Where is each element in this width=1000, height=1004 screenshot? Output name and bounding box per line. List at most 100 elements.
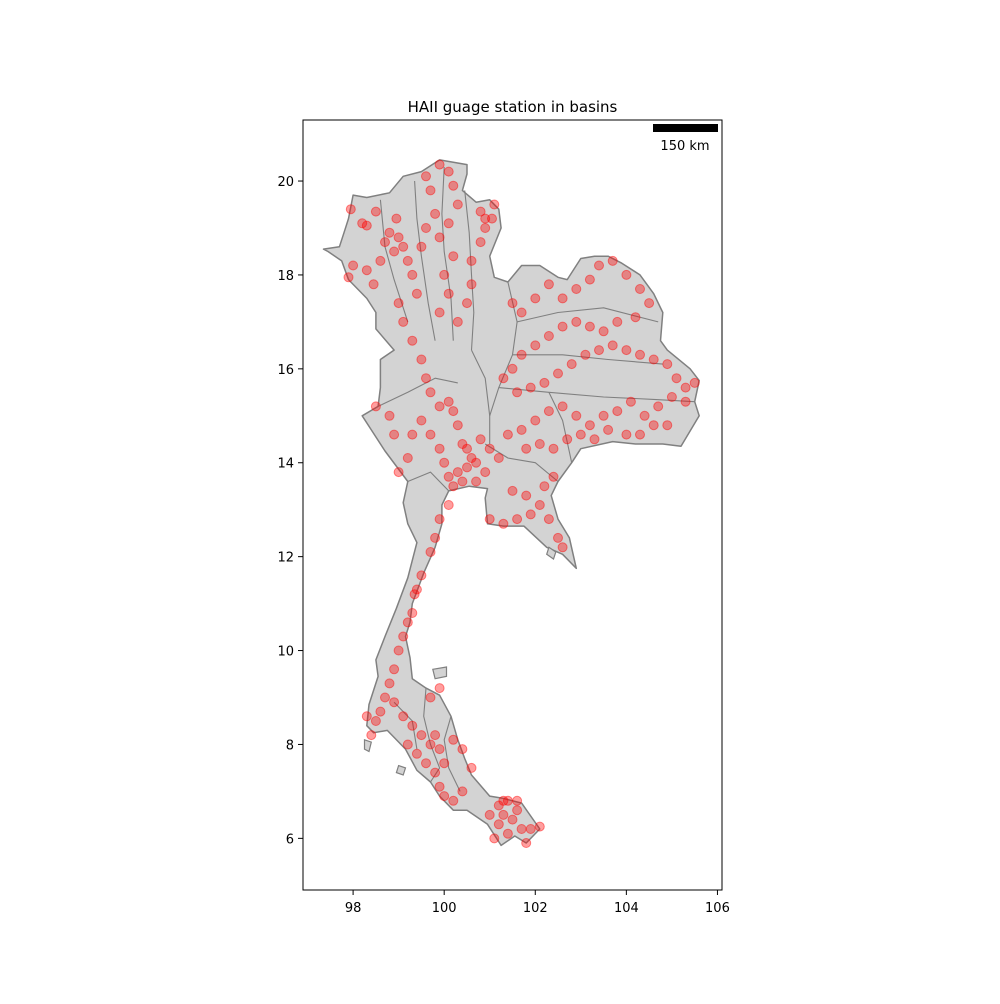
- station-point: [391, 213, 402, 224]
- station-point: [571, 410, 582, 421]
- y-tick-label: 18: [277, 269, 294, 284]
- station-point: [443, 471, 454, 482]
- station-point: [457, 476, 468, 487]
- station-point: [534, 439, 545, 449]
- station-point: [584, 274, 595, 285]
- station-point: [425, 429, 436, 440]
- station-point: [434, 514, 445, 525]
- station-point: [589, 434, 600, 445]
- island-2: [363, 738, 373, 753]
- station-point: [480, 213, 491, 224]
- station-point: [502, 828, 513, 839]
- station-point: [512, 514, 523, 525]
- station-point: [680, 396, 691, 407]
- station-point: [389, 246, 400, 257]
- station-point: [571, 284, 582, 294]
- station-point: [516, 307, 527, 318]
- station-point: [516, 349, 527, 360]
- station-point: [416, 354, 427, 365]
- station-point: [530, 415, 541, 426]
- station-point: [512, 795, 523, 806]
- station-point: [466, 255, 477, 266]
- station-point: [416, 241, 427, 252]
- scale-bar: 150 km: [653, 124, 718, 154]
- station-point: [484, 514, 495, 525]
- station-point: [635, 429, 645, 440]
- island-0: [545, 546, 557, 560]
- station-point: [416, 415, 427, 426]
- station-point: [361, 220, 372, 231]
- station-point: [434, 307, 445, 318]
- station-point: [398, 711, 409, 722]
- station-point: [411, 748, 422, 759]
- y-tick-label: 16: [277, 363, 294, 378]
- station-point: [434, 159, 445, 170]
- station-point: [598, 410, 609, 421]
- scale-bar-line: [653, 124, 718, 132]
- station-point: [498, 795, 509, 806]
- station-point: [434, 401, 445, 412]
- station-point: [421, 373, 431, 384]
- station-point: [443, 218, 454, 229]
- station-point: [407, 720, 418, 731]
- station-point: [393, 645, 404, 656]
- station-point: [393, 298, 404, 309]
- station-point: [452, 199, 463, 210]
- station-point: [621, 269, 632, 280]
- station-point: [516, 424, 527, 435]
- station-point: [594, 345, 604, 356]
- station-point: [525, 824, 536, 834]
- station-point: [457, 786, 468, 797]
- basin-boundary-13: [423, 688, 441, 783]
- station-point: [557, 293, 568, 304]
- station-point: [584, 321, 595, 332]
- station-point: [498, 518, 509, 529]
- island-3: [395, 764, 407, 776]
- map-layer: [322, 159, 700, 847]
- y-tick-label: 8: [286, 738, 294, 753]
- station-point: [507, 363, 518, 374]
- basin-boundary-1: [414, 180, 436, 341]
- station-point: [644, 298, 655, 309]
- station-point: [507, 298, 518, 309]
- station-point: [612, 316, 623, 327]
- station-point: [580, 349, 591, 360]
- station-point: [543, 279, 554, 290]
- station-point: [448, 795, 459, 806]
- y-tick-label: 6: [286, 832, 294, 847]
- station-point: [493, 800, 504, 811]
- station-point: [402, 617, 413, 628]
- station-point: [439, 269, 450, 280]
- station-point: [430, 767, 441, 778]
- station-point: [389, 697, 400, 708]
- station-point: [489, 199, 500, 210]
- station-point: [384, 410, 395, 421]
- station-point: [402, 739, 413, 750]
- station-point: [434, 744, 445, 755]
- basin-boundary-9: [498, 387, 695, 403]
- y-tick-label: 12: [277, 551, 294, 566]
- station-point: [448, 734, 459, 745]
- station-point: [475, 434, 486, 445]
- station-point: [457, 744, 468, 755]
- station-point: [493, 453, 504, 463]
- station-point: [680, 382, 691, 393]
- station-point: [361, 711, 372, 722]
- station-point: [475, 237, 486, 248]
- basin-boundary-7: [516, 307, 659, 323]
- station-point: [516, 824, 527, 834]
- y-tick-label: 20: [277, 175, 294, 190]
- station-point: [384, 227, 395, 238]
- station-point: [457, 439, 468, 449]
- station-point: [443, 396, 454, 407]
- station-point: [411, 288, 422, 299]
- station-point: [411, 584, 422, 595]
- basin-boundary-4: [377, 377, 458, 407]
- station-point: [398, 241, 409, 252]
- station-point: [648, 354, 659, 365]
- basin-boundary-15: [393, 701, 418, 750]
- station-point: [498, 373, 509, 384]
- station-point: [653, 401, 664, 412]
- station-point: [498, 809, 509, 820]
- station-point: [553, 532, 563, 543]
